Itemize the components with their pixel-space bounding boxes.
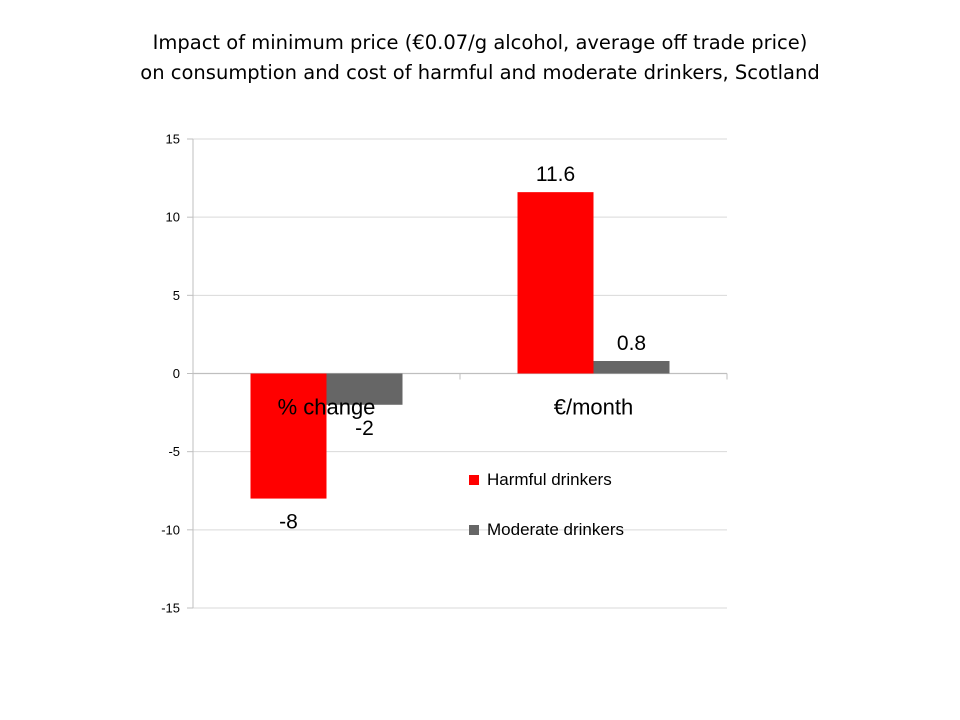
legend-label: Moderate drinkers bbox=[487, 520, 624, 539]
y-tick-label: 0 bbox=[173, 366, 180, 381]
legend-label: Harmful drinkers bbox=[487, 470, 612, 489]
title-line-1: Impact of minimum price (€0.07/g alcohol… bbox=[152, 31, 808, 54]
category-label: % change bbox=[278, 395, 376, 420]
bar bbox=[250, 373, 327, 499]
y-tick-label: 10 bbox=[166, 210, 180, 225]
y-tick-label: -10 bbox=[161, 522, 180, 537]
data-labels: -8 11.6 -2 0.8 % change €/month bbox=[278, 163, 647, 533]
data-label: 0.8 bbox=[617, 332, 646, 355]
page-title: Impact of minimum price (€0.07/g alcohol… bbox=[40, 28, 920, 88]
data-label: 11.6 bbox=[536, 163, 575, 186]
title-line-2: on consumption and cost of harmful and m… bbox=[140, 61, 820, 84]
bar bbox=[593, 360, 670, 374]
y-tick-label: 15 bbox=[166, 132, 180, 147]
legend-swatch bbox=[469, 525, 479, 535]
y-tick-label: 5 bbox=[173, 288, 180, 303]
y-tick-label: -15 bbox=[161, 601, 180, 616]
bar bbox=[326, 373, 403, 405]
data-label: -8 bbox=[279, 511, 298, 534]
y-tick-label: -5 bbox=[168, 444, 180, 459]
bars bbox=[250, 192, 670, 499]
category-label: €/month bbox=[554, 395, 634, 420]
bar bbox=[517, 192, 594, 374]
legend-swatch bbox=[469, 475, 479, 485]
data-label: -2 bbox=[355, 417, 374, 440]
legend: Harmful drinkers Moderate drinkers bbox=[469, 470, 624, 539]
